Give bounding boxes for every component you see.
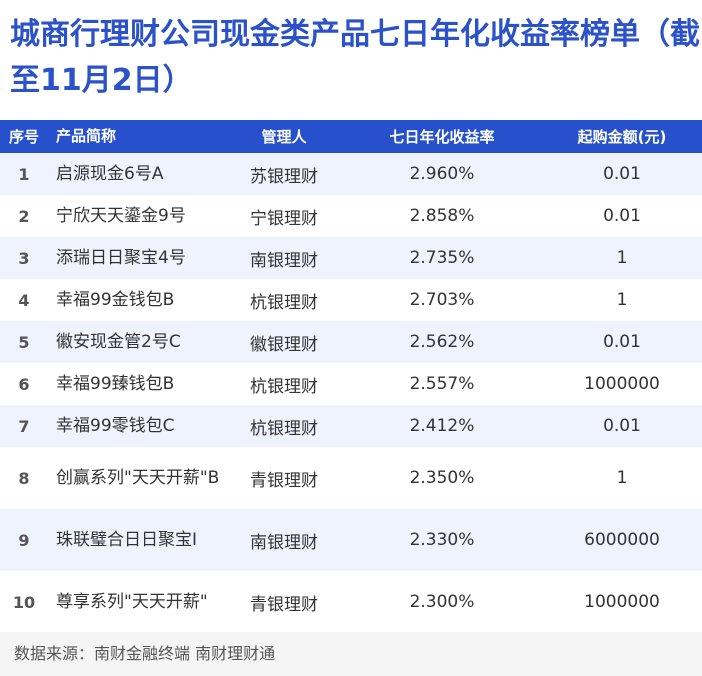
header-rank: 序号 [8, 128, 39, 146]
data-source-footer: 数据来源：南财金融终端 南财理财通 [0, 632, 702, 676]
table-row: 9 珠联璧合日日聚宝I 南银理财 2.330% 6000000 [0, 509, 702, 571]
cell-yield: 2.330% [409, 530, 475, 550]
cell-min-purchase: 0.01 [603, 164, 641, 184]
cell-manager: 宁银理财 [250, 208, 318, 229]
table-row: 10 尊享系列"天天开薪" 青银理财 2.300% 1000000 [0, 571, 702, 633]
table-row: 8 创赢系列"天天开薪"B 青银理财 2.350% 1 [0, 447, 702, 509]
cell-name: 珠联璧合日日聚宝I [56, 529, 198, 550]
table-row: 6 幸福99臻钱包B 杭银理财 2.557% 1000000 [0, 363, 702, 405]
cell-yield: 2.300% [409, 592, 475, 612]
table-row: 7 幸福99零钱包C 杭银理财 2.412% 0.01 [0, 405, 702, 447]
cell-yield: 2.412% [409, 416, 475, 436]
cell-name: 添瑞日日聚宝4号 [56, 247, 186, 268]
ranking-table: 序号 产品简称 管理人 七日年化收益率 起购金额(元) 1 启源现金6号A 苏银… [0, 120, 702, 633]
table-row: 3 添瑞日日聚宝4号 南银理财 2.735% 1 [0, 237, 702, 279]
cell-rank: 8 [18, 468, 30, 488]
header-manager: 管理人 [261, 128, 307, 146]
cell-rank: 3 [18, 248, 30, 268]
cell-yield: 2.858% [409, 206, 475, 226]
cell-min-purchase: 1000000 [584, 374, 660, 394]
cell-name: 启源现金6号A [56, 163, 164, 184]
cell-yield: 2.562% [409, 332, 475, 352]
header-name: 产品简称 [56, 127, 117, 145]
cell-name: 宁欣天天鎏金9号 [56, 205, 186, 226]
table-header: 序号 产品简称 管理人 七日年化收益率 起购金额(元) [0, 120, 702, 153]
cell-name: 幸福99臻钱包B [56, 373, 175, 394]
table-row: 1 启源现金6号A 苏银理财 2.960% 0.01 [0, 153, 702, 195]
cell-min-purchase: 1000000 [584, 592, 660, 612]
cell-name: 幸福99零钱包C [56, 415, 175, 436]
cell-manager: 南银理财 [250, 532, 318, 553]
cell-manager: 青银理财 [250, 594, 318, 615]
cell-name: 尊享系列"天天开薪" [56, 591, 208, 612]
page-title: 城商行理财公司现金类产品七日年化收益率榜单（截至11月2日） [10, 17, 700, 98]
cell-manager: 杭银理财 [250, 292, 318, 313]
cell-yield: 2.735% [409, 248, 475, 268]
cell-min-purchase: 6000000 [584, 530, 660, 550]
cell-rank: 9 [18, 530, 30, 550]
table-row: 5 徽安现金管2号C 徽银理财 2.562% 0.01 [0, 321, 702, 363]
cell-min-purchase: 1 [616, 468, 628, 488]
table-row: 2 宁欣天天鎏金9号 宁银理财 2.858% 0.01 [0, 195, 702, 237]
cell-rank: 10 [12, 592, 36, 612]
cell-rank: 1 [18, 164, 30, 184]
cell-min-purchase: 0.01 [603, 332, 641, 352]
cell-manager: 青银理财 [250, 470, 318, 491]
cell-name: 创赢系列"天天开薪"B [56, 467, 220, 488]
cell-min-purchase: 1 [616, 248, 628, 268]
table-row: 4 幸福99金钱包B 杭银理财 2.703% 1 [0, 279, 702, 321]
cell-rank: 2 [18, 206, 30, 226]
cell-manager: 苏银理财 [250, 166, 318, 187]
cell-yield: 2.557% [409, 374, 475, 394]
header-yield: 七日年化收益率 [389, 128, 495, 146]
cell-min-purchase: 0.01 [603, 416, 641, 436]
cell-yield: 2.960% [409, 164, 475, 184]
cell-yield: 2.350% [409, 468, 475, 488]
cell-manager: 杭银理财 [250, 376, 318, 397]
cell-min-purchase: 1 [616, 290, 628, 310]
cell-rank: 7 [18, 416, 30, 436]
cell-manager: 徽银理财 [250, 334, 318, 355]
cell-rank: 5 [18, 332, 30, 352]
cell-rank: 6 [18, 374, 30, 394]
cell-manager: 南银理财 [250, 250, 318, 271]
cell-name: 徽安现金管2号C [56, 331, 181, 352]
cell-yield: 2.703% [409, 290, 475, 310]
cell-name: 幸福99金钱包B [56, 289, 175, 310]
cell-rank: 4 [18, 290, 30, 310]
cell-min-purchase: 0.01 [603, 206, 641, 226]
header-min-purchase: 起购金额(元) [577, 128, 667, 146]
cell-manager: 杭银理财 [250, 418, 318, 439]
